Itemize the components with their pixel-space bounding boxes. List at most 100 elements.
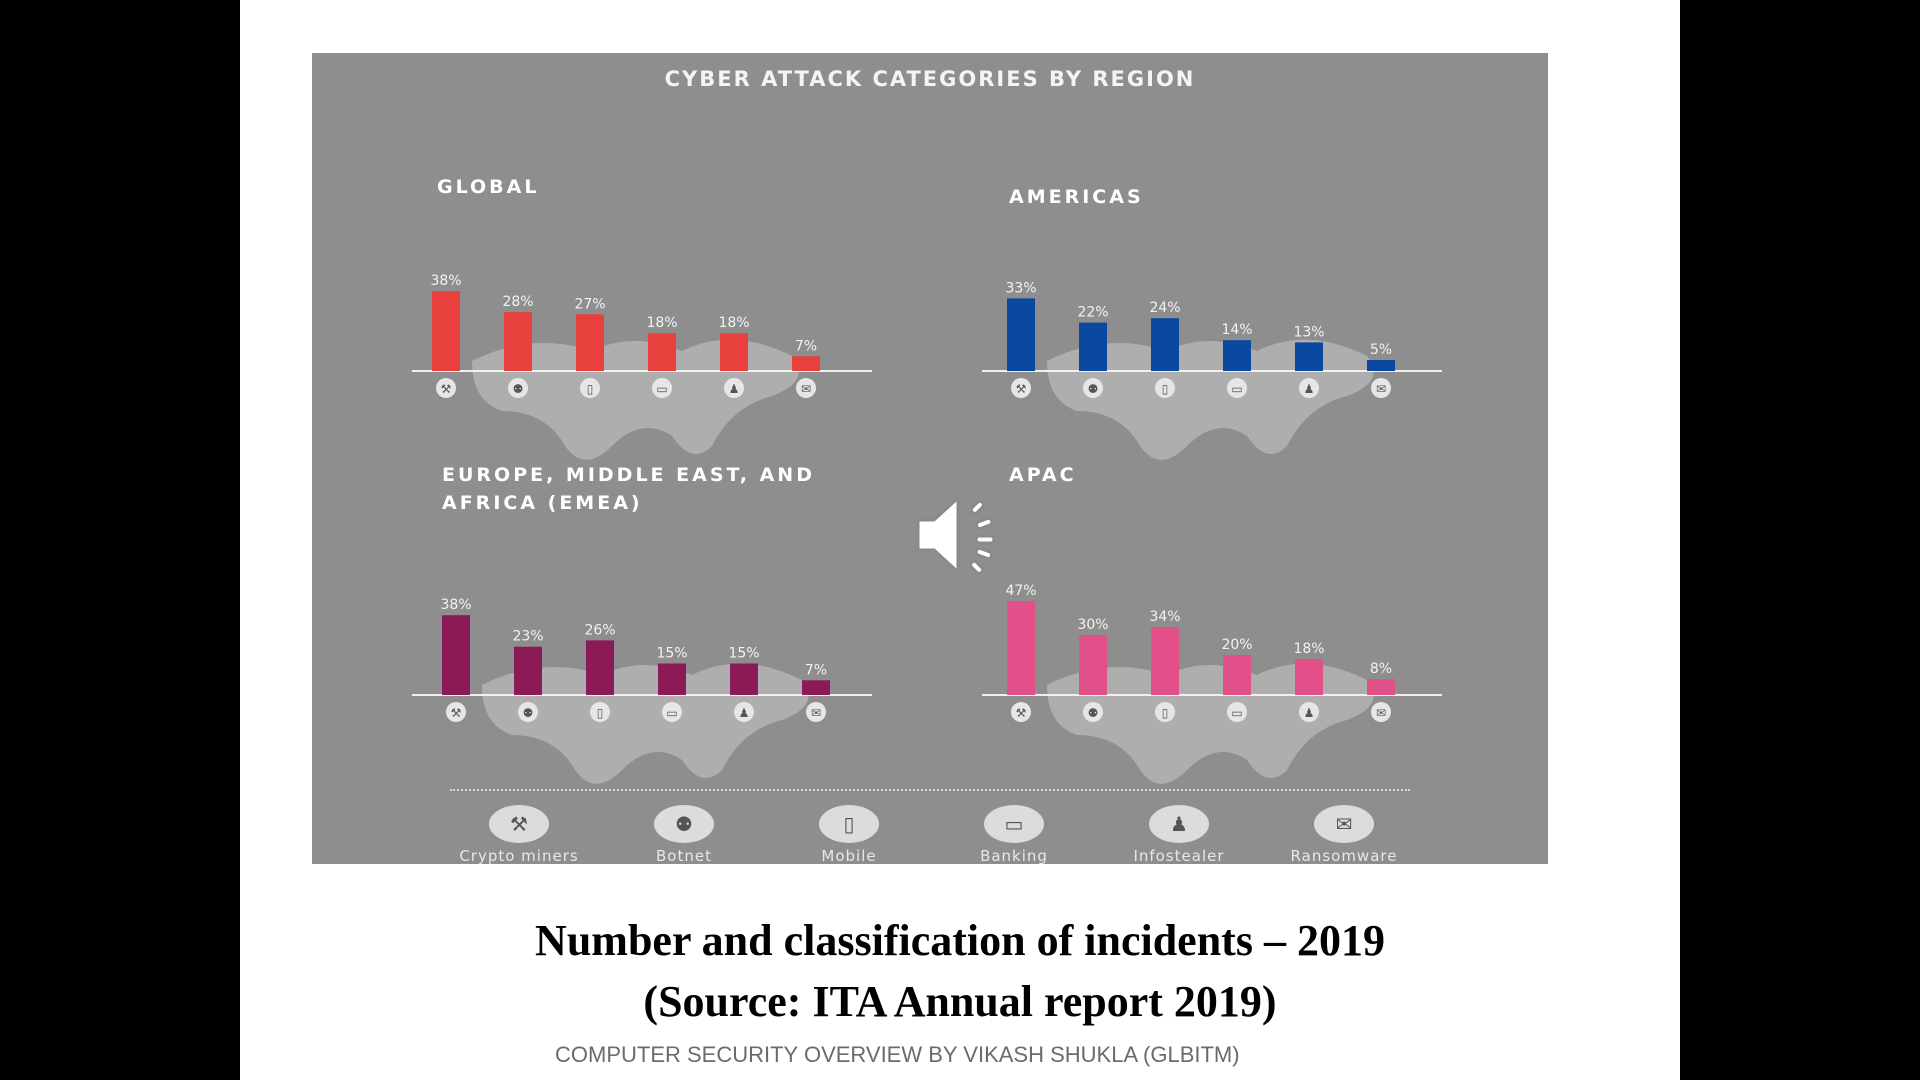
bar-value-label: 27% <box>574 296 605 312</box>
legend-item: ⚒ Crypto miners <box>434 805 604 864</box>
legend-label: Crypto miners <box>459 847 579 864</box>
bar-value-label: 47% <box>1005 583 1036 599</box>
botnet-icon: ⚉ <box>1088 706 1099 720</box>
category-icon <box>796 378 816 398</box>
bar-ransomware <box>792 356 820 371</box>
bar-value-label: 28% <box>502 294 533 310</box>
category-icon <box>1083 378 1103 398</box>
infographic-title: CYBER ATTACK CATEGORIES BY REGION <box>664 67 1196 91</box>
bar-value-label: 18% <box>718 315 749 331</box>
infostealer-icon: ♟ <box>1304 706 1315 720</box>
category-icon <box>1011 702 1031 722</box>
bar-value-label: 23% <box>512 629 543 645</box>
category-icon <box>436 378 456 398</box>
legend-item: ♟ Infostealer <box>1094 805 1264 864</box>
bar-ransomware <box>802 680 830 695</box>
bar-value-label: 7% <box>805 662 827 678</box>
legend-item: ▯ Mobile <box>764 805 934 864</box>
bar-ransomware <box>1367 679 1395 695</box>
bar-banking <box>1223 340 1251 371</box>
bar-banking <box>648 333 676 371</box>
banking-icon: ▭ <box>656 382 667 396</box>
region-title-emea: EUROPE, MIDDLE EAST, AND AFRICA (EMEA) <box>442 464 815 514</box>
bar-mobile <box>1151 318 1179 371</box>
category-icon <box>446 702 466 722</box>
category-icon <box>518 702 538 722</box>
bar-value-label: 38% <box>430 273 461 289</box>
bar-crypto-miners <box>432 291 460 371</box>
bar-value-label: 38% <box>440 597 471 613</box>
world-map-silhouette <box>482 663 809 784</box>
category-icon <box>1227 378 1247 398</box>
bar-value-label: 33% <box>1005 280 1036 296</box>
slide-caption: Number and classification of incidents –… <box>240 910 1680 1032</box>
infostealer-icon: ♟ <box>739 706 750 720</box>
region-title-apac: APAC <box>1009 464 1077 486</box>
chart-americas: 33% ⚒ 22% ⚉ 24% ▯ 14% ▭ 13% ♟ 5% ✉ <box>982 280 1442 460</box>
world-map-silhouette <box>1047 339 1374 460</box>
legend-label: Mobile <box>821 847 877 864</box>
bar-botnet <box>1079 322 1107 371</box>
category-icon <box>1227 702 1247 722</box>
bar-botnet <box>504 312 532 371</box>
caption-line-2: (Source: ITA Annual report 2019) <box>643 977 1277 1026</box>
ransomware-icon: ✉ <box>1376 382 1386 396</box>
category-icon <box>806 702 826 722</box>
mobile-icon: ▯ <box>597 706 604 720</box>
banking-icon: ▭ <box>984 805 1044 843</box>
botnet-icon: ⚉ <box>523 706 534 720</box>
legend-label: Botnet <box>656 847 712 864</box>
legend-label: Banking <box>980 847 1048 864</box>
world-map-silhouette <box>472 339 799 460</box>
bar-value-label: 14% <box>1221 322 1252 338</box>
bar-banking <box>1223 655 1251 695</box>
chart-apac: 47% ⚒ 30% ⚉ 34% ▯ 20% ▭ 18% ♟ 8% ✉ <box>982 583 1442 784</box>
bar-crypto-miners <box>1007 601 1035 695</box>
pickaxe-icon: ⚒ <box>1016 382 1027 396</box>
ransomware-icon: ✉ <box>1314 805 1374 843</box>
legend-item: ▭ Banking <box>929 805 1099 864</box>
bar-value-label: 5% <box>1370 342 1392 358</box>
category-icon <box>1155 702 1175 722</box>
pickaxe-icon: ⚒ <box>489 805 549 843</box>
pickaxe-icon: ⚒ <box>441 382 452 396</box>
category-icon <box>1371 702 1391 722</box>
infographic: CYBER ATTACK CATEGORIES BY REGION GLOBAL… <box>312 53 1548 864</box>
bar-value-label: 30% <box>1077 617 1108 633</box>
bar-mobile <box>586 640 614 695</box>
region-title-americas: AMERICAS <box>1009 186 1144 208</box>
speaker-icon[interactable] <box>912 490 1008 580</box>
bar-value-label: 7% <box>795 338 817 354</box>
slide-footer: COMPUTER SECURITY OVERVIEW BY VIKASH SHU… <box>555 1042 1240 1067</box>
region-title-global: GLOBAL <box>437 176 540 198</box>
bar-value-label: 15% <box>656 646 687 662</box>
bar-value-label: 24% <box>1149 300 1180 316</box>
legend-divider <box>450 789 1410 791</box>
infostealer-icon: ♟ <box>1149 805 1209 843</box>
bar-value-label: 34% <box>1149 609 1180 625</box>
bar-infostealer <box>720 333 748 371</box>
banking-icon: ▭ <box>666 706 677 720</box>
category-icon <box>1155 378 1175 398</box>
bar-value-label: 18% <box>646 315 677 331</box>
legend-label: Infostealer <box>1133 847 1225 864</box>
bar-value-label: 18% <box>1293 641 1324 657</box>
world-map-silhouette <box>1047 663 1374 784</box>
category-icon <box>1083 702 1103 722</box>
slide: CYBER ATTACK CATEGORIES BY REGION GLOBAL… <box>240 0 1680 1080</box>
bar-infostealer <box>1295 659 1323 695</box>
infostealer-icon: ♟ <box>729 382 740 396</box>
category-icon <box>652 378 672 398</box>
pickaxe-icon: ⚒ <box>1016 706 1027 720</box>
bar-value-label: 20% <box>1221 637 1252 653</box>
mobile-icon: ▯ <box>587 382 594 396</box>
infostealer-icon: ♟ <box>1304 382 1315 396</box>
mobile-icon: ▯ <box>1162 706 1169 720</box>
bar-banking <box>658 663 686 695</box>
bar-value-label: 13% <box>1293 324 1324 340</box>
bar-value-label: 22% <box>1077 305 1108 321</box>
caption-line-1: Number and classification of incidents –… <box>535 916 1385 965</box>
bar-botnet <box>1079 635 1107 695</box>
category-icon <box>580 378 600 398</box>
banking-icon: ▭ <box>1231 706 1242 720</box>
